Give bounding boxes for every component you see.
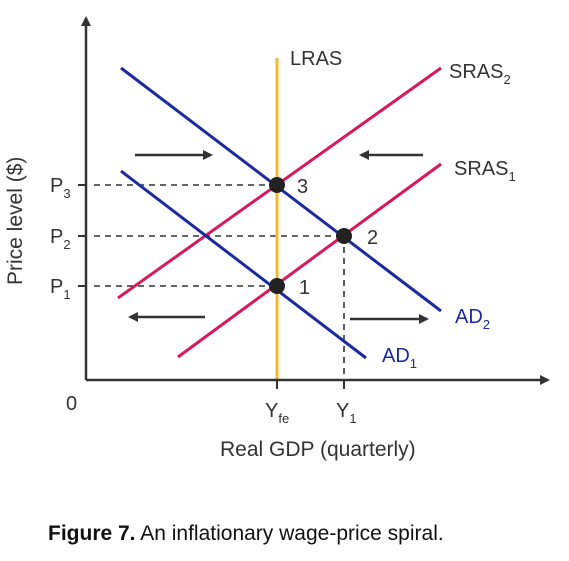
p1-tick-label: P1: [50, 276, 71, 302]
p3-tick-label: P3: [50, 175, 71, 201]
wage-price-spiral-diagram: 3 2 1 LRAS SRAS2 SRAS1 AD2 AD1 P3 P2 P1 …: [4, 16, 550, 461]
point-2-label: 2: [367, 227, 378, 249]
sras1-label: SRAS1: [454, 158, 516, 184]
axes: [78, 16, 550, 389]
ad2-label: AD2: [455, 306, 490, 332]
yfe-tick-label: Yfe: [265, 400, 289, 426]
sras2-label: SRAS2: [449, 61, 511, 87]
equilibrium-points: [269, 177, 352, 294]
caption-text: An inflationary wage-price spiral.: [140, 522, 444, 545]
figure-caption: Figure 7. An inflationary wage-price spi…: [48, 522, 444, 546]
p2-tick-label: P2: [50, 226, 71, 252]
ad1-label: AD1: [382, 345, 417, 371]
ad1-line: [120, 169, 367, 360]
shift-arrows: [128, 150, 429, 324]
point-1-label: 1: [299, 277, 310, 299]
point-3-label: 3: [297, 176, 308, 198]
point-3-dot: [269, 177, 285, 193]
point-2-dot: [336, 228, 352, 244]
x-axis-title: Real GDP (quarterly): [220, 438, 416, 461]
origin-label: 0: [66, 393, 77, 415]
guide-lines: [94, 184, 345, 380]
y-axis-title: Price level ($): [4, 157, 27, 285]
point-1-dot: [269, 278, 285, 294]
sras1-line: [177, 162, 442, 359]
caption-figure-label: Figure 7.: [48, 522, 136, 545]
lras-label: LRAS: [290, 48, 342, 70]
y1-tick-label: Y1: [336, 400, 357, 426]
